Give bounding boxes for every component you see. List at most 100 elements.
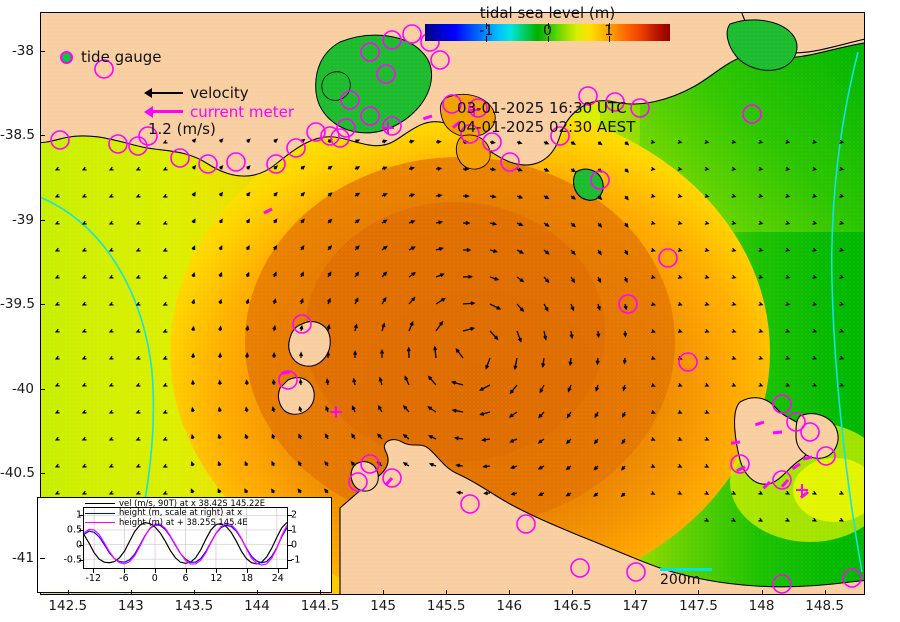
tide-gauge-marker[interactable] <box>138 126 158 146</box>
velocity-arrow <box>435 273 445 278</box>
velocity-arrow <box>245 244 250 251</box>
tide-gauge-marker[interactable] <box>618 294 638 314</box>
velocity-arrow <box>54 436 60 441</box>
tide-gauge-marker[interactable] <box>658 248 678 268</box>
tide-gauge-marker[interactable] <box>772 394 792 414</box>
tide-gauge-marker[interactable] <box>800 422 820 442</box>
latitude-tick-mark <box>40 135 45 137</box>
velocity-arrow <box>704 220 710 225</box>
velocity-arrow <box>402 462 410 467</box>
velocity-arrow <box>758 301 764 306</box>
tide-gauge-marker[interactable] <box>402 24 422 44</box>
tide-gauge-marker[interactable] <box>442 94 462 114</box>
tide-gauge-marker[interactable] <box>360 106 380 126</box>
colorbar-tick-label: -1 <box>479 23 494 39</box>
velocity-arrow <box>537 438 545 444</box>
velocity-arrow <box>408 139 415 144</box>
velocity-arrow <box>731 490 737 495</box>
longitude-tick-mark <box>761 590 763 595</box>
tide-gauge-marker[interactable] <box>292 314 312 334</box>
tide-gauge-marker[interactable] <box>772 470 792 490</box>
tide-gauge-marker[interactable] <box>630 98 650 118</box>
tide-gauge-marker[interactable] <box>108 134 128 154</box>
velocity-arrow <box>624 141 630 146</box>
velocity-arrow <box>677 139 683 144</box>
tide-gauge-marker[interactable] <box>94 59 114 79</box>
velocity-arrow <box>462 326 476 332</box>
velocity-arrow <box>839 220 845 225</box>
tide-gauge-marker[interactable] <box>170 148 190 168</box>
tide-gauge-marker[interactable] <box>605 92 625 112</box>
tide-gauge-marker[interactable] <box>198 154 218 174</box>
tide-gauge-marker[interactable] <box>570 558 590 578</box>
tide-gauge-marker[interactable] <box>842 568 862 588</box>
longitude-tick-mark <box>130 590 132 595</box>
tide-gauge-marker[interactable] <box>278 370 298 390</box>
tide-gauge-marker[interactable] <box>306 122 326 142</box>
velocity-arrow <box>677 328 683 333</box>
tide-gauge-marker[interactable] <box>516 514 536 534</box>
velocity-arrow <box>839 247 845 252</box>
velocity-arrow <box>381 219 388 224</box>
current-meter-arrow <box>263 207 273 215</box>
velocity-arrow <box>325 405 330 413</box>
tide-gauge-marker[interactable] <box>772 574 792 594</box>
velocity-arrow <box>162 328 168 333</box>
inset-xtick-mark <box>154 569 156 573</box>
tide-gauge-marker[interactable] <box>742 104 762 124</box>
tide-gauge-marker[interactable] <box>340 90 360 110</box>
velocity-arrow <box>704 409 710 414</box>
latitude-tick-label: -41 <box>11 549 34 566</box>
tide-gauge-marker[interactable] <box>816 446 836 466</box>
tide-gauge-marker[interactable] <box>330 128 350 148</box>
tide-gauge-marker[interactable] <box>50 130 70 150</box>
tide-gauge-marker[interactable] <box>320 126 340 146</box>
velocity-arrow <box>354 245 360 251</box>
velocity-arrow <box>191 245 196 251</box>
tide-gauge-marker[interactable] <box>128 136 148 156</box>
velocity-arrow <box>81 463 87 468</box>
tide-gauge-marker[interactable] <box>360 42 380 62</box>
tide-gauge-markers[interactable] <box>50 24 862 594</box>
velocity-arrow <box>244 460 249 467</box>
tide-gauge-marker[interactable] <box>590 170 610 190</box>
tide-gauge-marker[interactable] <box>460 124 480 144</box>
tide-gauge-marker[interactable] <box>482 132 502 152</box>
tide-gauge-marker[interactable] <box>468 98 488 118</box>
inset-legend-line <box>85 503 115 505</box>
inset-legend-line <box>85 522 115 524</box>
tide-gauge-marker[interactable] <box>500 152 520 172</box>
tide-gauge-marker[interactable] <box>460 494 480 514</box>
tide-gauge-marker[interactable] <box>266 154 286 174</box>
tide-gauge-marker[interactable] <box>786 412 806 432</box>
legend-velocity-label: velocity <box>190 84 249 102</box>
tide-gauge-marker[interactable] <box>286 138 306 158</box>
tide-gauge-marker[interactable] <box>626 562 646 582</box>
tide-gauge-marker[interactable] <box>730 454 750 474</box>
tide-gauge-marker[interactable] <box>550 126 570 146</box>
tide-gauge-marker[interactable] <box>678 352 698 372</box>
tide-gauge-marker[interactable] <box>382 468 402 488</box>
timeseries-inset[interactable]: vel (m/s, 90T) at x 38.42S 145.22E height… <box>37 497 332 593</box>
longitude-tick-mark <box>509 590 511 595</box>
current-meter-arrow <box>762 480 772 490</box>
velocity-arrow <box>704 193 710 198</box>
velocity-arrow <box>54 409 60 414</box>
tide-gauge-marker[interactable] <box>382 30 402 50</box>
tide-gauge-marker[interactable] <box>336 118 356 138</box>
velocity-arrow <box>108 355 114 360</box>
tide-gauge-marker[interactable] <box>226 152 246 172</box>
velocity-arrow <box>462 301 476 306</box>
tide-gauge-marker[interactable] <box>360 454 380 474</box>
tide-gauge-marker[interactable] <box>578 86 598 106</box>
tide-gauge-marker[interactable] <box>382 116 402 136</box>
velocity-arrow <box>327 271 332 278</box>
velocity-arrow <box>489 249 499 254</box>
velocity-arrow <box>217 460 222 467</box>
tide-gauge-marker[interactable] <box>430 50 450 70</box>
velocity-arrow <box>650 166 656 171</box>
velocity-arrow <box>381 193 388 197</box>
latitude-tick-mark <box>40 473 45 475</box>
tide-gauge-marker[interactable] <box>376 64 396 84</box>
tide-gauge-marker[interactable] <box>348 472 368 492</box>
